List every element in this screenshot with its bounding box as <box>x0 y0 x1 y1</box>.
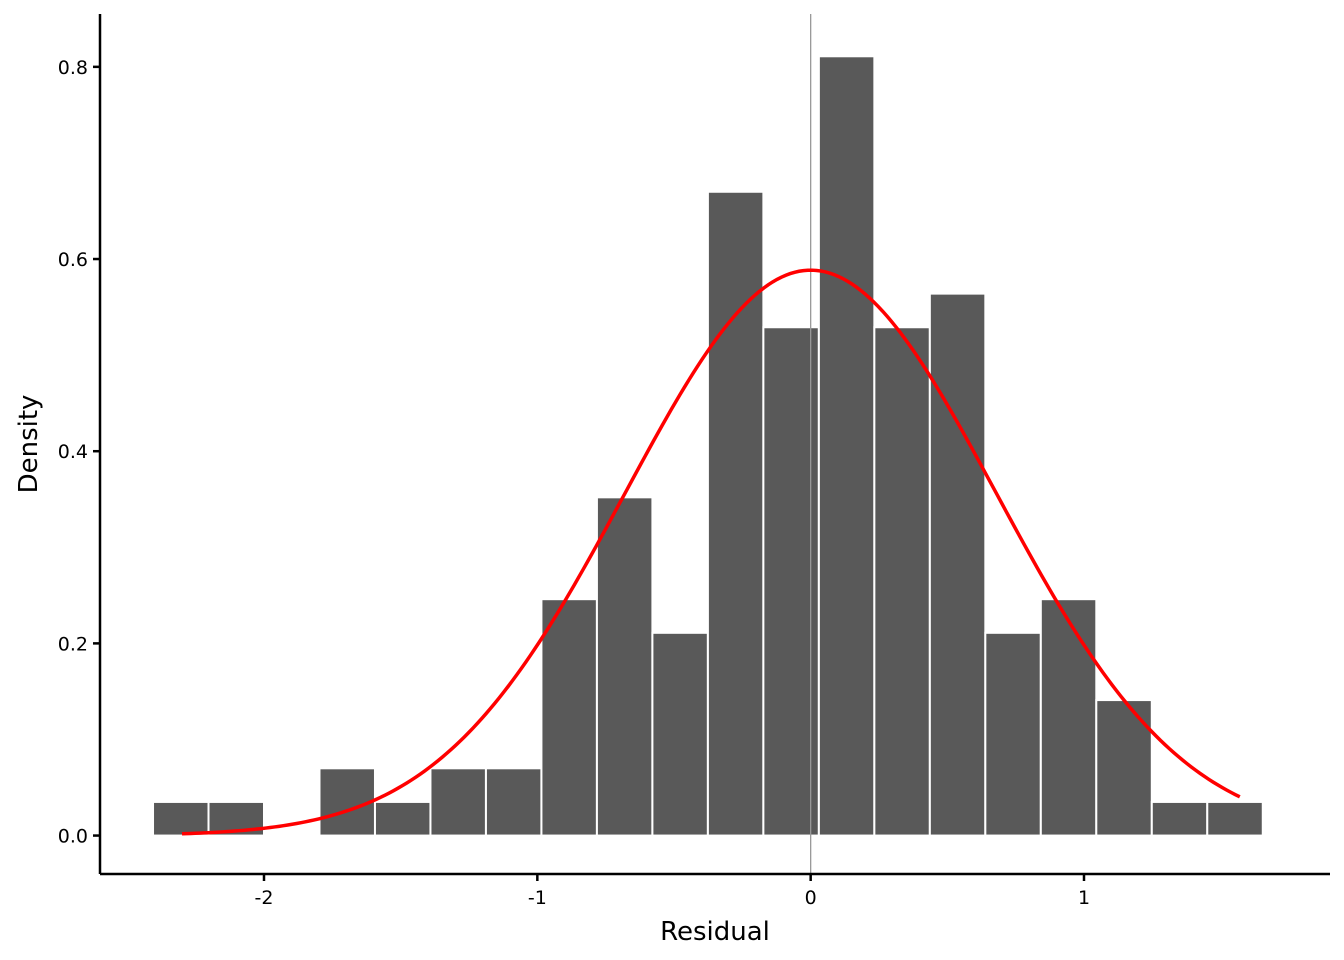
histogram-bar-6 <box>484 767 543 837</box>
histogram-bar-15 <box>984 631 1042 837</box>
histogram-bar-0 <box>152 800 210 837</box>
y-tick-label: 0.8 <box>58 57 88 79</box>
x-tick-label: 1 <box>1078 887 1090 909</box>
y-axis-title: Density <box>14 395 44 494</box>
histogram-bar-3 <box>318 767 376 837</box>
y-tick-label: 0.2 <box>58 633 88 655</box>
x-axis-title: Residual <box>660 917 770 947</box>
histogram-bar-4 <box>373 800 432 837</box>
histogram-bar-14 <box>928 292 987 837</box>
histogram-bar-9 <box>651 631 709 837</box>
histogram-bar-10 <box>706 190 765 837</box>
histogram-bar-18 <box>1150 800 1209 837</box>
histogram-bar-8 <box>595 496 654 837</box>
x-tick-label: -2 <box>255 887 274 909</box>
y-tick-label: 0.6 <box>58 249 88 271</box>
y-tick-label: 0.4 <box>58 441 88 463</box>
x-tick-label: 0 <box>805 887 817 909</box>
normal-density-curve <box>181 268 1241 836</box>
x-axis-ticks: -2 -1 0 1 <box>255 874 1090 909</box>
histogram-bar-12 <box>817 55 876 837</box>
histogram-bar-7 <box>540 598 598 837</box>
x-tick-label: -1 <box>528 887 547 909</box>
y-tick-label: 0.0 <box>58 826 88 848</box>
histogram-bar-5 <box>429 767 487 837</box>
histogram-bars <box>152 55 1264 837</box>
histogram-bar-13 <box>873 326 931 837</box>
histogram-bar-11 <box>762 326 820 837</box>
histogram-bar-16 <box>1039 598 1098 837</box>
y-axis-ticks: 0.0 0.2 0.4 0.6 0.8 <box>58 57 100 848</box>
histogram-bar-19 <box>1206 800 1264 837</box>
